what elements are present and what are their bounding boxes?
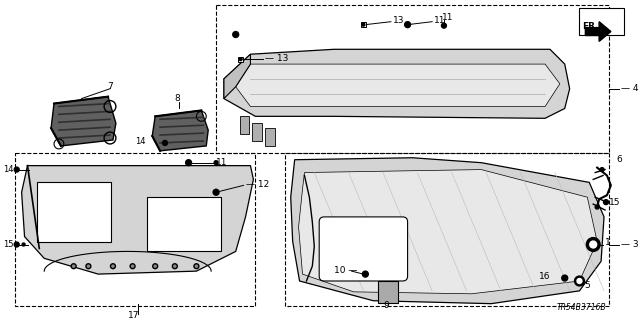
Circle shape <box>577 278 582 284</box>
Polygon shape <box>22 166 253 274</box>
Bar <box>285 153 609 306</box>
Bar <box>37 182 111 242</box>
Bar <box>15 153 255 306</box>
Polygon shape <box>224 54 250 99</box>
Circle shape <box>186 160 191 166</box>
Circle shape <box>442 23 446 28</box>
Text: 17: 17 <box>128 311 140 320</box>
Text: — 12: — 12 <box>246 180 269 189</box>
Circle shape <box>213 189 219 195</box>
Text: — 3: — 3 <box>621 240 638 249</box>
Circle shape <box>362 23 365 26</box>
Text: 9: 9 <box>383 301 389 310</box>
Polygon shape <box>586 22 611 41</box>
Circle shape <box>153 264 157 269</box>
Text: 11: 11 <box>442 13 454 22</box>
Polygon shape <box>252 123 262 141</box>
Text: 10 —: 10 — <box>334 266 357 275</box>
Text: 7: 7 <box>107 82 113 91</box>
Circle shape <box>362 271 368 277</box>
Circle shape <box>575 276 584 286</box>
Circle shape <box>194 264 199 269</box>
Polygon shape <box>299 170 597 294</box>
Circle shape <box>233 32 239 37</box>
Bar <box>361 22 366 27</box>
Text: 16: 16 <box>538 272 550 281</box>
Circle shape <box>590 241 596 248</box>
Text: TR54B3716B: TR54B3716B <box>556 302 606 312</box>
Circle shape <box>71 264 76 269</box>
Polygon shape <box>239 116 250 134</box>
Text: 11: 11 <box>434 16 445 25</box>
FancyBboxPatch shape <box>319 217 408 281</box>
Polygon shape <box>236 64 560 107</box>
Circle shape <box>86 264 91 269</box>
Bar <box>147 197 221 252</box>
Bar <box>378 281 398 303</box>
Polygon shape <box>265 128 275 146</box>
Text: 13: 13 <box>393 16 404 25</box>
Polygon shape <box>224 49 570 118</box>
Text: 8: 8 <box>174 94 180 103</box>
Circle shape <box>130 264 135 269</box>
Circle shape <box>595 205 599 209</box>
Bar <box>216 5 609 153</box>
Circle shape <box>22 243 25 246</box>
Bar <box>579 8 623 36</box>
Text: 15: 15 <box>609 198 620 207</box>
Circle shape <box>163 140 168 145</box>
Text: 14: 14 <box>3 165 13 174</box>
Text: 14: 14 <box>135 138 145 147</box>
Text: FR.: FR. <box>582 22 599 31</box>
Polygon shape <box>291 158 604 304</box>
Text: 6: 6 <box>617 155 623 164</box>
Text: 15: 15 <box>3 240 13 249</box>
Circle shape <box>214 161 218 165</box>
Polygon shape <box>51 97 116 146</box>
Text: 5: 5 <box>584 281 590 291</box>
Circle shape <box>586 238 600 252</box>
Text: 11: 11 <box>216 158 228 167</box>
Circle shape <box>600 168 604 172</box>
Circle shape <box>172 264 177 269</box>
Circle shape <box>562 275 568 281</box>
Circle shape <box>111 264 115 269</box>
Text: 1: 1 <box>605 238 611 247</box>
Circle shape <box>239 58 242 60</box>
Circle shape <box>604 200 609 204</box>
Polygon shape <box>152 110 208 151</box>
Circle shape <box>404 22 410 28</box>
Circle shape <box>14 242 19 247</box>
Text: — 13: — 13 <box>265 54 289 63</box>
Circle shape <box>14 167 19 172</box>
Text: — 4: — 4 <box>621 84 638 93</box>
Bar <box>238 57 243 62</box>
